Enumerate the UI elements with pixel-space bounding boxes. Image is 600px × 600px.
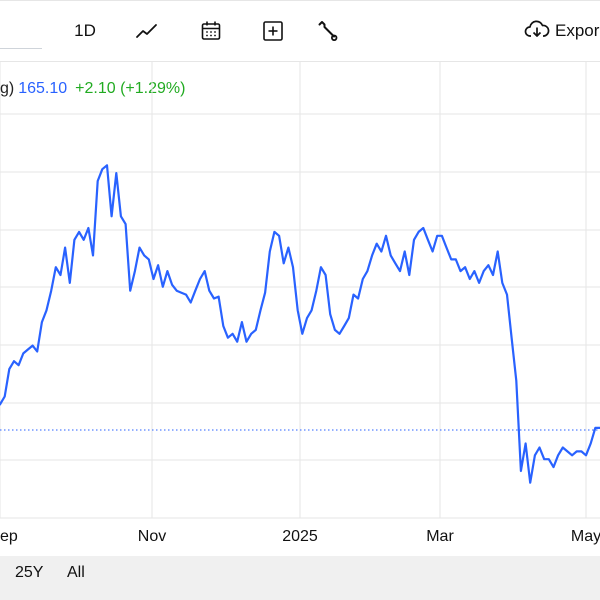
add-compare-icon bbox=[261, 19, 285, 43]
price-chart[interactable]: ep Nov 2025 Mar May bbox=[0, 0, 600, 556]
export-label: Expor bbox=[555, 21, 600, 40]
x-tick-label: Nov bbox=[138, 528, 166, 545]
range-selector-bar bbox=[0, 556, 600, 600]
range-button-all[interactable]: All bbox=[67, 564, 85, 581]
compare-button[interactable] bbox=[258, 14, 288, 48]
settings-button[interactable] bbox=[312, 14, 342, 48]
interval-label: 1D bbox=[74, 21, 96, 40]
price-series-line bbox=[0, 164, 600, 484]
line-chart-icon bbox=[134, 21, 160, 41]
export-button[interactable]: Expor bbox=[524, 14, 599, 48]
top-border bbox=[0, 0, 600, 1]
range-button-25y[interactable]: 25Y bbox=[15, 564, 44, 581]
legend-price: 165.10 bbox=[18, 80, 68, 97]
chart-type-button[interactable] bbox=[132, 14, 162, 48]
calendar-icon bbox=[199, 19, 223, 43]
x-tick-label: May bbox=[571, 528, 600, 545]
cloud-download-icon bbox=[524, 18, 550, 45]
x-tick-label: Mar bbox=[426, 528, 454, 545]
series-layer bbox=[0, 164, 600, 484]
chart-toolbar bbox=[0, 0, 600, 62]
x-tick-label: 2025 bbox=[282, 528, 318, 545]
chart-grid bbox=[0, 62, 600, 518]
x-tick-label: ep bbox=[0, 528, 18, 545]
series-legend: g) 165.10 +2.10 (+1.29%) bbox=[0, 80, 185, 98]
interval-button[interactable]: 1D bbox=[70, 14, 100, 48]
x-axis: ep Nov 2025 Mar May bbox=[0, 517, 600, 545]
date-range-button[interactable] bbox=[196, 14, 226, 48]
wrench-icon bbox=[315, 19, 339, 43]
legend-change: +2.10 (+1.29%) bbox=[75, 80, 186, 97]
legend-symbol-name: g) bbox=[0, 80, 15, 97]
symbol-search-input[interactable] bbox=[0, 48, 42, 49]
